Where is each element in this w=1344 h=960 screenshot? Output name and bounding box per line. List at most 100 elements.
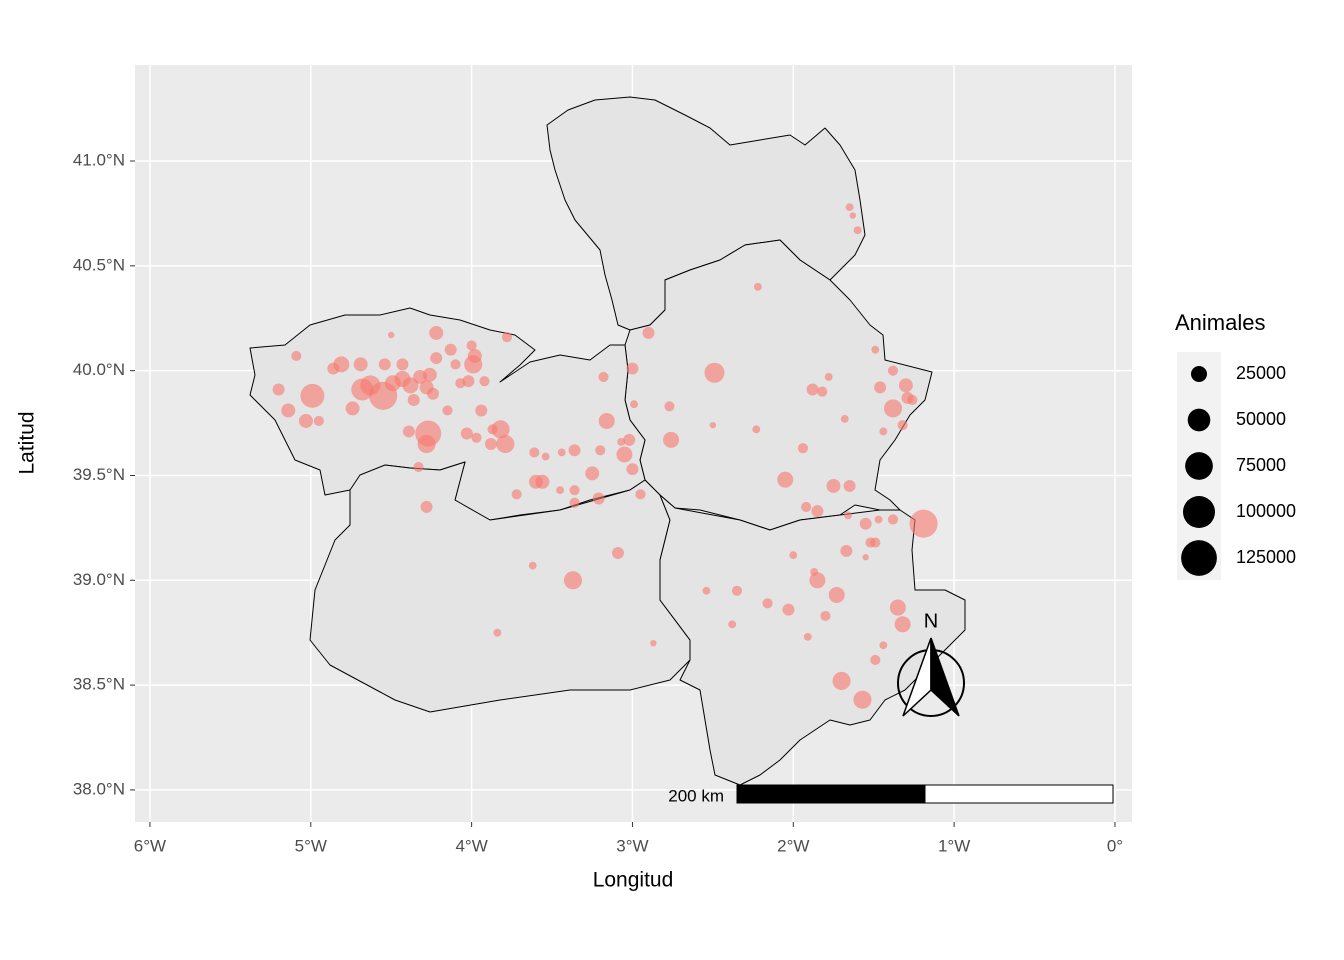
legend-key	[1190, 365, 1208, 383]
legend-label: 75000	[1236, 455, 1286, 475]
scale-bar: 200 km	[668, 784, 1114, 805]
bubble	[417, 434, 436, 454]
bubble	[427, 387, 440, 400]
north-arrow: N	[897, 610, 965, 717]
bubble	[345, 401, 360, 416]
bubble	[396, 358, 409, 371]
bubble	[853, 226, 862, 235]
bubble	[491, 420, 510, 439]
bubble	[789, 551, 798, 560]
bubble	[817, 386, 828, 397]
bubble	[803, 632, 812, 641]
bubble	[820, 610, 831, 621]
scale-bar-label: 200 km	[668, 786, 724, 805]
bubble	[753, 282, 762, 291]
bubble	[493, 628, 502, 637]
bubble	[845, 203, 854, 212]
bubble	[874, 515, 883, 524]
bubble	[642, 326, 655, 339]
bubble	[592, 492, 605, 505]
bubble	[528, 561, 537, 570]
legend: 25000 50000 75000 100000 125000	[1177, 352, 1296, 580]
bubble	[300, 383, 325, 408]
bubble	[840, 544, 853, 557]
legend-key	[1182, 495, 1216, 529]
bubble	[598, 412, 615, 429]
bubble	[298, 413, 313, 428]
bubble	[501, 332, 513, 343]
bubble	[704, 362, 725, 383]
north-arrow-right	[930, 637, 960, 717]
y-tick-label: 41.0°N	[73, 150, 125, 169]
bubble	[556, 486, 565, 495]
bubble	[635, 489, 646, 500]
bubble	[598, 371, 609, 383]
bubble	[511, 489, 522, 500]
x-tick-label: 1°W	[938, 836, 970, 855]
bubble	[824, 373, 833, 381]
bubble	[541, 452, 550, 461]
bubble	[809, 572, 826, 589]
x-axis-title: Longitud	[593, 869, 674, 892]
bubble	[281, 403, 296, 418]
y-tick-label: 39.0°N	[73, 570, 125, 589]
bubble	[413, 462, 424, 473]
legend-key	[1187, 408, 1211, 432]
bubble	[909, 509, 938, 538]
bubble	[585, 466, 600, 481]
bubble	[475, 404, 488, 417]
bubble	[664, 401, 675, 412]
x-tick-label: 0°	[1107, 836, 1123, 855]
y-axis-title: Latitud	[16, 411, 39, 474]
bubble	[479, 376, 490, 387]
bubble	[617, 438, 626, 446]
bubble	[595, 445, 606, 456]
bubble	[462, 375, 475, 388]
bubble	[887, 365, 899, 376]
legend-label: 125000	[1236, 547, 1296, 567]
bubble	[859, 517, 872, 530]
bubble	[879, 641, 888, 650]
y-tick-label: 39.5°N	[73, 465, 125, 484]
bubble	[840, 414, 849, 423]
bubble	[853, 690, 872, 709]
bubble	[826, 478, 841, 493]
y-tick-label: 40.5°N	[73, 255, 125, 274]
bubble	[291, 350, 302, 362]
bubble	[429, 325, 444, 340]
bubble	[898, 378, 913, 393]
x-tick-label: 2°W	[777, 836, 809, 855]
bubble	[650, 639, 657, 647]
bubble	[731, 585, 743, 596]
bubble	[378, 358, 391, 371]
bubble	[535, 474, 550, 489]
bubble	[663, 431, 680, 448]
legend-key	[1181, 540, 1217, 576]
scale-bar-black	[736, 784, 926, 804]
bubble	[623, 433, 636, 446]
bubble	[557, 448, 566, 457]
bubble	[626, 463, 639, 476]
bubble	[897, 420, 908, 431]
bubble	[466, 340, 477, 351]
bubble	[874, 381, 887, 394]
bubble	[630, 400, 638, 409]
bubble	[569, 485, 580, 496]
bubble	[879, 427, 888, 436]
bubble	[442, 405, 453, 416]
bubble	[420, 500, 433, 513]
bubble	[828, 586, 845, 603]
bubble	[702, 586, 711, 595]
legend-label: 100000	[1236, 501, 1296, 521]
bubble	[811, 505, 824, 518]
provinces	[249, 96, 966, 786]
bubble	[849, 212, 856, 219]
bubble	[894, 616, 911, 633]
bubble	[889, 599, 906, 616]
bubble	[801, 501, 812, 512]
x-tick-label: 3°W	[616, 836, 648, 855]
legend-label: 25000	[1236, 363, 1286, 383]
bubble	[333, 356, 350, 373]
bubble	[626, 362, 639, 375]
